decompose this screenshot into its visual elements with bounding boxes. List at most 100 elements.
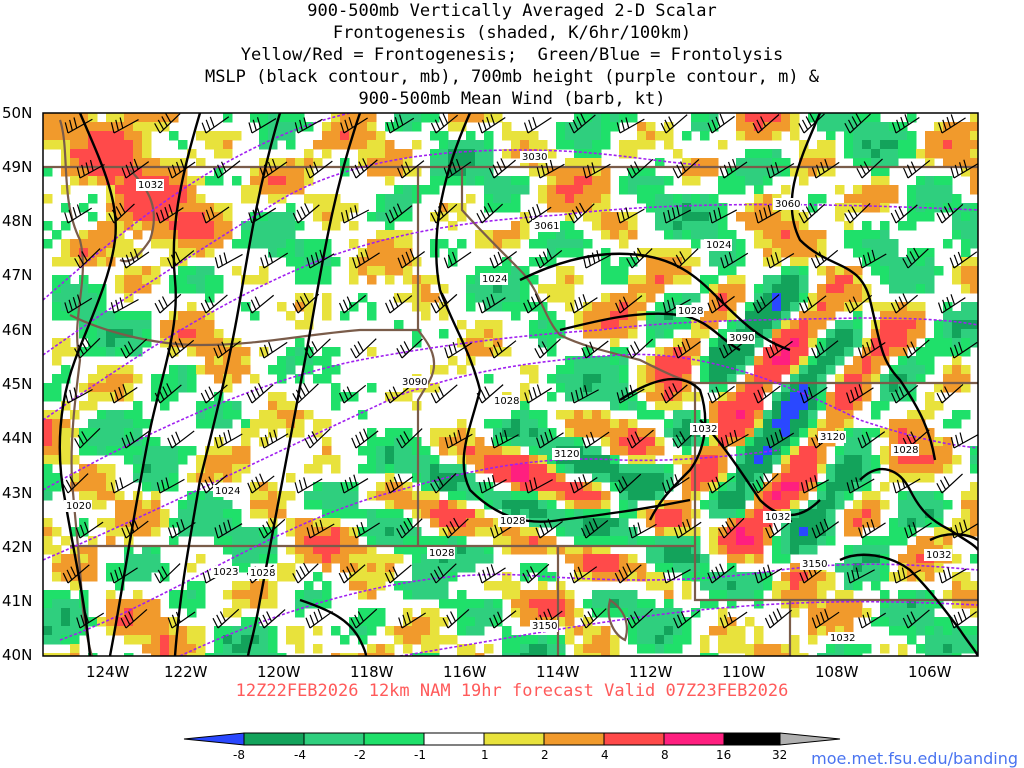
shading-cell	[727, 437, 737, 447]
shading-cell	[592, 428, 602, 438]
shading-cell	[655, 473, 665, 483]
shading-cell	[853, 356, 863, 366]
shading-cell	[961, 131, 971, 141]
shading-cell	[124, 392, 134, 402]
shading-cell	[331, 347, 341, 357]
shading-cell	[889, 311, 899, 321]
shading-cell	[862, 365, 872, 375]
shading-cell	[250, 239, 260, 249]
wind-barb	[350, 608, 378, 629]
shading-cell	[529, 500, 539, 510]
shading-cell	[790, 347, 800, 357]
shading-cell	[133, 113, 143, 123]
shading-cell	[718, 140, 728, 150]
shading-cell	[322, 293, 332, 303]
shading-cell	[817, 500, 827, 510]
shading-cell	[169, 635, 179, 645]
shading-cell	[295, 239, 305, 249]
shading-cell	[619, 446, 629, 456]
shading-cell	[178, 365, 188, 375]
shading-cell	[142, 464, 152, 474]
wind-barb	[524, 384, 553, 404]
shading-cell	[592, 500, 602, 510]
map-frame	[42, 112, 979, 657]
shading-cell	[655, 302, 665, 312]
shading-cell	[619, 356, 629, 366]
shading-cell	[835, 356, 845, 366]
shading-cell	[223, 230, 233, 240]
shading-cell	[691, 203, 701, 213]
shading-cell	[961, 275, 971, 285]
lon-label-106w: 106W	[908, 663, 952, 681]
shading-cell	[745, 491, 755, 501]
shading-cell	[736, 365, 746, 375]
shading-cell	[664, 248, 674, 258]
shading-cell	[484, 617, 494, 627]
shading-cell	[844, 509, 854, 519]
shading-cell	[79, 518, 89, 528]
wind-barb	[259, 158, 288, 179]
shading-cell	[187, 284, 197, 294]
shading-cell	[151, 122, 161, 132]
shading-cell	[295, 176, 305, 186]
shading-cell	[790, 131, 800, 141]
shading-cell	[232, 455, 242, 465]
shading-cell	[295, 158, 305, 168]
shading-cell	[97, 122, 107, 132]
shading-cell	[187, 203, 197, 213]
shading-cell	[916, 437, 926, 447]
shading-cell	[745, 149, 755, 159]
shading-cell	[934, 176, 944, 186]
shading-cell	[538, 329, 548, 339]
shading-cell	[520, 653, 530, 656]
shading-cell	[727, 554, 737, 564]
shading-cell	[43, 167, 53, 177]
wind-barb	[397, 248, 425, 269]
shading-cell	[556, 203, 566, 213]
shading-cell	[277, 563, 287, 573]
shading-cell	[583, 554, 593, 564]
shading-cell	[412, 185, 422, 195]
shading-cell	[439, 158, 449, 168]
shading-cell	[601, 527, 611, 537]
shading-cell	[817, 347, 827, 357]
shading-cell	[835, 113, 845, 123]
shading-cell	[934, 464, 944, 474]
shading-cell	[790, 473, 800, 483]
shading-cell	[862, 140, 872, 150]
shading-cell	[268, 482, 278, 492]
shading-cell	[745, 644, 755, 654]
shading-cell	[502, 527, 512, 537]
shading-cell	[124, 266, 134, 276]
shading-cell	[592, 311, 602, 321]
shading-cell	[241, 302, 251, 312]
shading-cell	[637, 608, 647, 618]
shading-cell	[169, 473, 179, 483]
shading-cell	[646, 554, 656, 564]
shading-cell	[853, 185, 863, 195]
shading-cell	[304, 149, 314, 159]
shading-cell	[466, 626, 476, 636]
shading-cell	[520, 590, 530, 600]
shading-cell	[673, 149, 683, 159]
shading-cell	[799, 464, 809, 474]
shading-cell	[835, 563, 845, 573]
shading-cell	[196, 158, 206, 168]
shading-cell	[754, 599, 764, 609]
shading-cell	[817, 158, 827, 168]
shading-cell	[304, 518, 314, 528]
shading-cell	[961, 374, 971, 384]
shading-cell	[970, 185, 978, 195]
lon-label-124w: 124W	[86, 663, 130, 681]
wind-barb	[397, 160, 425, 179]
shading-cell	[394, 635, 404, 645]
shading-cell	[187, 329, 197, 339]
shading-cell	[52, 257, 62, 267]
shading-cell	[448, 518, 458, 528]
shading-cell	[520, 608, 530, 618]
shading-cell	[925, 365, 935, 375]
shading-cell	[808, 365, 818, 375]
shading-cell	[574, 464, 584, 474]
colorbar: -8 -4 -2 -1 1 2 4 8 16 32	[183, 732, 841, 762]
shading-cell	[106, 248, 116, 258]
